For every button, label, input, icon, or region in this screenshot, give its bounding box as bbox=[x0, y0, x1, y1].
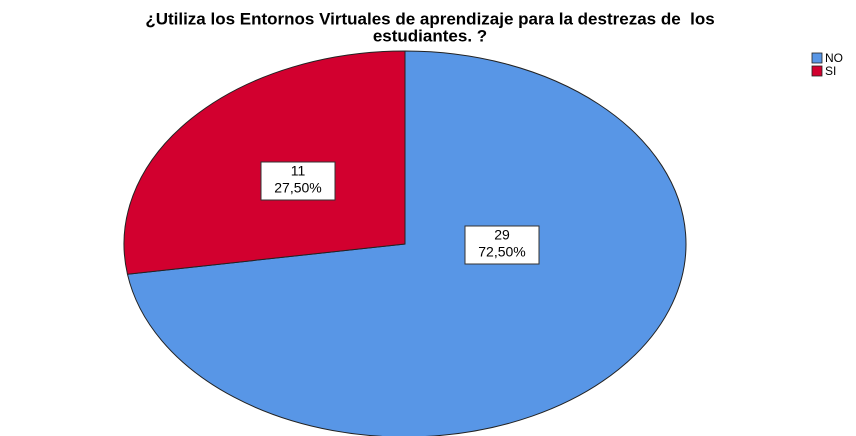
data-label: 11 bbox=[291, 163, 306, 179]
label-box bbox=[260, 161, 336, 201]
data-label: 29 bbox=[494, 227, 510, 243]
legend-swatch bbox=[811, 52, 823, 64]
chart-title: ¿Utiliza los Entornos Virtuales de apren… bbox=[145, 9, 714, 28]
data-label: 72,50% bbox=[478, 244, 525, 260]
legend-swatch bbox=[811, 65, 823, 77]
legend-label: SI bbox=[825, 64, 836, 78]
label-box bbox=[464, 225, 540, 265]
data-label: 27,50% bbox=[274, 180, 321, 196]
legend-label: NO bbox=[825, 51, 843, 65]
chart-title: estudiantes. ? bbox=[373, 26, 487, 45]
pie-slice bbox=[126, 50, 687, 436]
